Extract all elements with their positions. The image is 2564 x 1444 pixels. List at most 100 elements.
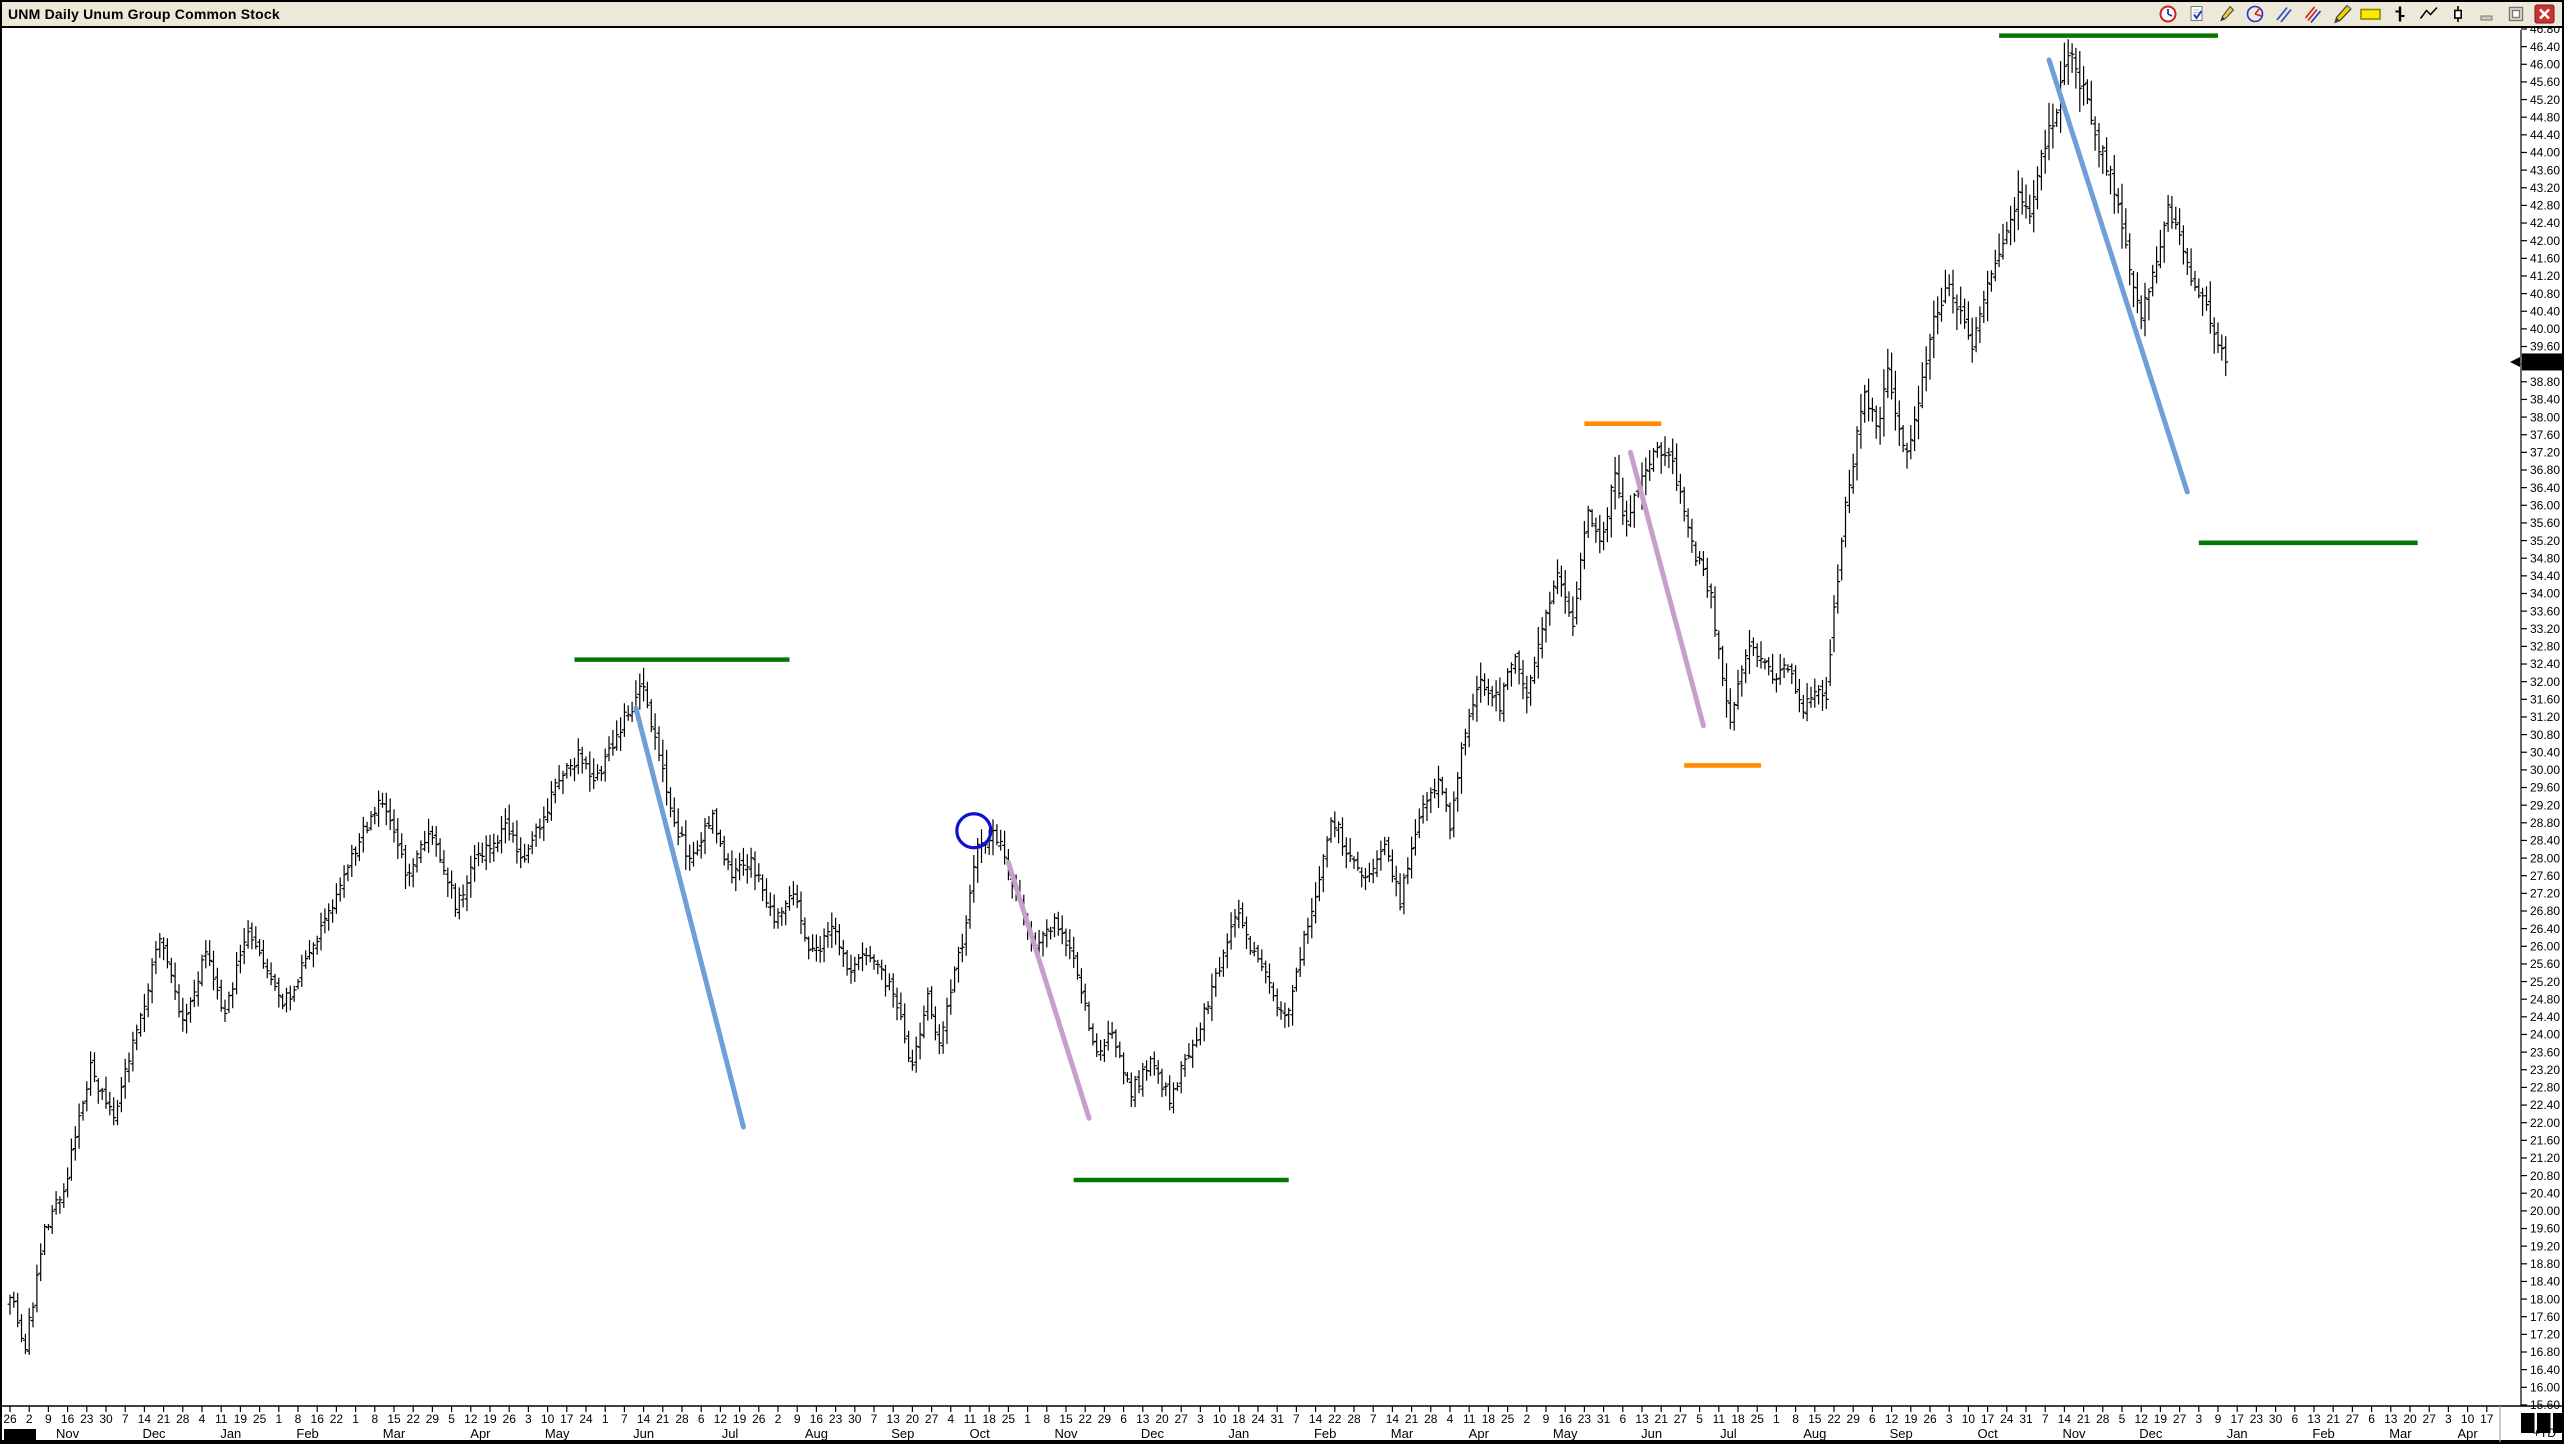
svg-text:8: 8 xyxy=(1043,1412,1050,1426)
svg-text:42.40: 42.40 xyxy=(2530,216,2560,230)
close-button[interactable] xyxy=(2533,3,2556,25)
svg-text:16: 16 xyxy=(810,1412,824,1426)
svg-text:12: 12 xyxy=(714,1412,728,1426)
svg-text:26: 26 xyxy=(3,1412,17,1426)
svg-text:27: 27 xyxy=(925,1412,939,1426)
blue-downtrend-2[interactable] xyxy=(2046,57,2190,495)
svg-text:25.60: 25.60 xyxy=(2530,957,2560,971)
svg-text:2: 2 xyxy=(775,1412,782,1426)
svg-text:Feb: Feb xyxy=(2312,1426,2334,1441)
svg-text:7: 7 xyxy=(871,1412,878,1426)
svg-text:3: 3 xyxy=(525,1412,532,1426)
pencil-tool-icon[interactable] xyxy=(2214,3,2237,25)
corner-square-3[interactable] xyxy=(2553,1413,2564,1433)
svg-text:29: 29 xyxy=(1098,1412,1112,1426)
svg-text:21: 21 xyxy=(656,1412,670,1426)
svg-text:8: 8 xyxy=(295,1412,302,1426)
svg-text:22: 22 xyxy=(1328,1412,1342,1426)
svg-text:Mar: Mar xyxy=(1391,1426,1414,1441)
zigzag-tool-icon[interactable] xyxy=(2417,3,2440,25)
svg-text:37.20: 37.20 xyxy=(2530,446,2560,460)
blue-circle-highlight[interactable] xyxy=(955,812,993,850)
date-axis: 26 2 9 16 23 30 7 14 21 28 4 11 19 25 1 8 16 22 1 8 15 22 29 5 1… xyxy=(3,1406,2494,1441)
svg-text:27.20: 27.20 xyxy=(2530,887,2560,901)
svg-text:25: 25 xyxy=(1501,1412,1515,1426)
svg-text:21.60: 21.60 xyxy=(2530,1134,2560,1148)
notes-tool-icon[interactable] xyxy=(2185,3,2208,25)
svg-text:10: 10 xyxy=(2461,1412,2475,1426)
svg-text:7: 7 xyxy=(2042,1412,2049,1426)
purple-downtrend-1[interactable] xyxy=(1005,859,1092,1121)
svg-text:Apr: Apr xyxy=(1469,1426,1490,1441)
svg-text:Dec: Dec xyxy=(142,1426,166,1441)
svg-text:May: May xyxy=(545,1426,570,1441)
minimize-button[interactable] xyxy=(2475,3,2498,25)
svg-text:Nov: Nov xyxy=(1054,1426,1078,1441)
svg-text:19: 19 xyxy=(1904,1412,1918,1426)
svg-text:24.80: 24.80 xyxy=(2530,992,2560,1006)
svg-text:45.20: 45.20 xyxy=(2530,93,2560,107)
parallel-lines-tool-icon[interactable] xyxy=(2301,3,2324,25)
svg-text:Jan: Jan xyxy=(2227,1426,2248,1441)
clock-tool-icon[interactable] xyxy=(2156,3,2179,25)
corner-square-1[interactable] xyxy=(2521,1413,2535,1433)
svg-text:46.40: 46.40 xyxy=(2530,40,2560,54)
svg-text:20: 20 xyxy=(2403,1412,2417,1426)
title-bar: UNM Daily Unum Group Common Stock xyxy=(2,2,2562,28)
svg-text:26.80: 26.80 xyxy=(2530,904,2560,918)
svg-text:29.60: 29.60 xyxy=(2530,781,2560,795)
purple-downtrend-2[interactable] xyxy=(1627,449,1706,729)
arc-tool-icon[interactable] xyxy=(2243,3,2266,25)
svg-text:38.80: 38.80 xyxy=(2530,375,2560,389)
svg-text:26: 26 xyxy=(503,1412,517,1426)
svg-text:1: 1 xyxy=(602,1412,609,1426)
svg-text:30: 30 xyxy=(848,1412,862,1426)
svg-text:23: 23 xyxy=(1578,1412,1592,1426)
blue-downtrend-1[interactable] xyxy=(633,705,746,1130)
svg-text:39.60: 39.60 xyxy=(2530,340,2560,354)
svg-text:23.60: 23.60 xyxy=(2530,1045,2560,1059)
svg-text:20.40: 20.40 xyxy=(2530,1186,2560,1200)
candlestick-tool-icon[interactable] xyxy=(2446,3,2469,25)
svg-text:27.60: 27.60 xyxy=(2530,869,2560,883)
svg-text:33.20: 33.20 xyxy=(2530,622,2560,636)
svg-text:4: 4 xyxy=(199,1412,206,1426)
highlighter-pencil-tool-icon[interactable] xyxy=(2330,3,2353,25)
svg-text:Mar: Mar xyxy=(2389,1426,2412,1441)
bar-style-tool-icon[interactable] xyxy=(2388,3,2411,25)
svg-text:7: 7 xyxy=(1370,1412,1377,1426)
svg-text:32.40: 32.40 xyxy=(2530,657,2560,671)
chart-title: UNM Daily Unum Group Common Stock xyxy=(8,6,280,22)
svg-text:32.00: 32.00 xyxy=(2530,675,2560,689)
svg-text:39.25: 39.25 xyxy=(2526,355,2556,369)
svg-text:14: 14 xyxy=(138,1412,152,1426)
svg-text:24: 24 xyxy=(2000,1412,2014,1426)
svg-text:22.40: 22.40 xyxy=(2530,1098,2560,1112)
svg-text:21: 21 xyxy=(2077,1412,2091,1426)
svg-text:18: 18 xyxy=(1232,1412,1246,1426)
highlight-box-tool-icon[interactable] xyxy=(2359,3,2382,25)
svg-text:19.60: 19.60 xyxy=(2530,1222,2560,1236)
corner-square-2[interactable] xyxy=(2537,1413,2551,1433)
svg-text:44.80: 44.80 xyxy=(2530,110,2560,124)
svg-text:13: 13 xyxy=(1136,1412,1150,1426)
svg-text:16: 16 xyxy=(311,1412,325,1426)
svg-text:24.00: 24.00 xyxy=(2530,1028,2560,1042)
svg-text:24: 24 xyxy=(1251,1412,1265,1426)
svg-text:28: 28 xyxy=(1347,1412,1361,1426)
svg-text:42.80: 42.80 xyxy=(2530,199,2560,213)
svg-text:41.20: 41.20 xyxy=(2530,269,2560,283)
svg-text:28.80: 28.80 xyxy=(2530,816,2560,830)
restore-button[interactable] xyxy=(2504,3,2527,25)
svg-text:18: 18 xyxy=(1731,1412,1745,1426)
svg-text:Sep: Sep xyxy=(891,1426,914,1441)
svg-text:6: 6 xyxy=(1869,1412,1876,1426)
svg-text:21: 21 xyxy=(1405,1412,1419,1426)
trendline-blue-tool-icon[interactable] xyxy=(2272,3,2295,25)
svg-text:46.00: 46.00 xyxy=(2530,57,2560,71)
svg-text:31: 31 xyxy=(2019,1412,2033,1426)
svg-text:34.00: 34.00 xyxy=(2530,587,2560,601)
